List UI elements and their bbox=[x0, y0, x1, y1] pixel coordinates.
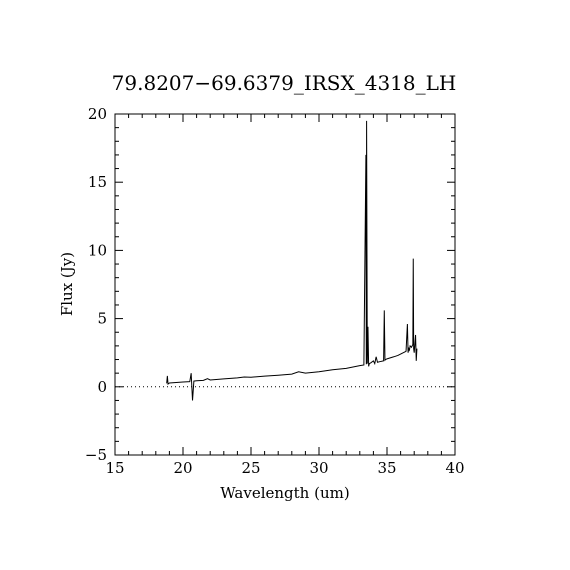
x-tick-labels: 15 20 25 30 35 40 bbox=[105, 459, 464, 477]
minor-ticks bbox=[115, 114, 455, 455]
y-tick-label: 5 bbox=[97, 310, 107, 328]
x-tick-label: 20 bbox=[173, 459, 192, 477]
plot-frame bbox=[114, 113, 456, 456]
major-ticks bbox=[114, 113, 456, 456]
y-tick-labels: −5 0 5 10 15 20 bbox=[85, 105, 107, 464]
y-tick-label: −5 bbox=[85, 446, 107, 464]
x-axis-label: Wavelength (um) bbox=[220, 484, 349, 502]
y-tick-label: 15 bbox=[88, 173, 107, 191]
x-tick-label: 25 bbox=[241, 459, 260, 477]
x-tick-label: 30 bbox=[309, 459, 328, 477]
x-tick-label: 35 bbox=[377, 459, 396, 477]
x-tick-label: 15 bbox=[105, 459, 124, 477]
x-tick-label: 40 bbox=[445, 459, 464, 477]
y-axis-label: Flux (Jy) bbox=[58, 252, 76, 316]
y-tick-label: 20 bbox=[88, 105, 107, 123]
chart-title: 79.8207−69.6379_IRSX_4318_LH bbox=[112, 71, 457, 95]
y-tick-label: 0 bbox=[97, 378, 107, 396]
y-tick-label: 10 bbox=[88, 241, 107, 259]
spectrum-series-line bbox=[166, 120, 418, 401]
